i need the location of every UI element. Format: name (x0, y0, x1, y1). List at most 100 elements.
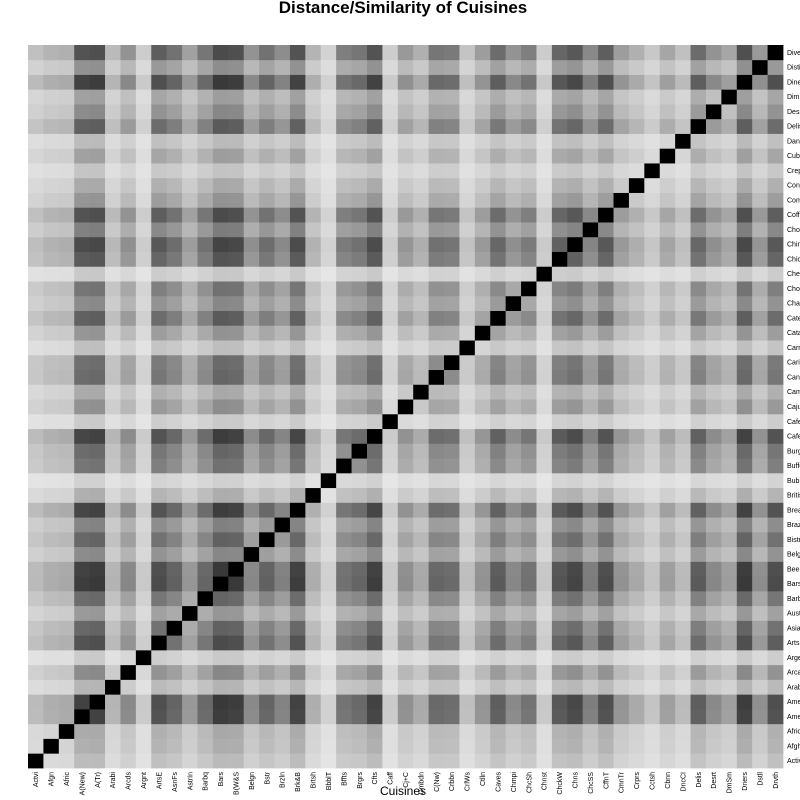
heatmap-cell (413, 723, 430, 739)
heatmap-cell (243, 517, 260, 533)
heatmap-cell (351, 694, 368, 710)
heatmap-cell (243, 222, 260, 238)
heatmap-cell (336, 561, 352, 577)
y-tick-label: Buffets (787, 463, 800, 470)
heatmap-cell (58, 605, 75, 621)
heatmap-cell (690, 517, 707, 533)
heatmap-cell (320, 723, 337, 739)
heatmap-cell (166, 177, 183, 193)
heatmap-cell (166, 325, 183, 341)
x-tick-label: Cj+C (403, 772, 410, 788)
heatmap-cell (89, 236, 106, 252)
heatmap-cell (382, 502, 399, 518)
heatmap-cell (505, 295, 522, 311)
heatmap-cell (752, 531, 768, 548)
heatmap-cell (120, 517, 137, 533)
heatmap-cell (212, 679, 229, 695)
heatmap-cell (444, 89, 460, 105)
heatmap-cell (474, 546, 491, 562)
heatmap-cell (397, 458, 414, 474)
x-tick-label: Desrt (711, 772, 718, 789)
heatmap-cell (228, 546, 245, 562)
y-tick-label: Chocolatiers & Shops (787, 286, 800, 293)
heatmap-cell (444, 517, 460, 533)
y-tick-label: Delis (787, 124, 800, 131)
heatmap-cell (536, 354, 553, 371)
heatmap-cell (428, 207, 445, 223)
heatmap-cell (243, 413, 260, 430)
heatmap-cell (459, 458, 476, 474)
heatmap-cell (166, 163, 183, 179)
heatmap-cell (197, 576, 214, 592)
heatmap-cell (135, 576, 152, 592)
heatmap-cell (212, 340, 229, 356)
heatmap-cell (413, 325, 430, 341)
heatmap-cell (28, 531, 44, 548)
heatmap-cell (89, 163, 106, 179)
heatmap-cell (151, 354, 168, 371)
heatmap-cell (228, 310, 245, 326)
heatmap-cell (567, 428, 584, 444)
heatmap-cell (721, 295, 738, 311)
heatmap-cell (521, 590, 537, 607)
heatmap-cell (644, 605, 661, 621)
heatmap-cell (382, 207, 399, 223)
heatmap-cell (320, 192, 337, 208)
x-tick-label: Bstr (264, 771, 271, 784)
heatmap-cell (582, 620, 599, 636)
heatmap-cell (521, 148, 537, 164)
heatmap-cell (413, 222, 430, 238)
heatmap-cell (259, 104, 275, 120)
heatmap-cell (675, 635, 691, 651)
heatmap-cell (397, 531, 414, 548)
heatmap-cell (351, 222, 368, 238)
heatmap-cell (413, 163, 430, 179)
heatmap-cell (613, 738, 630, 754)
heatmap-cell (397, 546, 414, 562)
heatmap-cell (382, 236, 399, 252)
heatmap-cell (120, 74, 137, 90)
heatmap-cell (151, 207, 168, 223)
heatmap-cell (351, 531, 368, 548)
heatmap-cell (413, 45, 430, 61)
heatmap-cell (336, 59, 352, 75)
heatmap-cell (151, 295, 168, 311)
heatmap-cell (89, 708, 106, 725)
heatmap-cell (351, 340, 368, 356)
heatmap-cell (490, 738, 507, 754)
heatmap-cell (428, 738, 445, 754)
heatmap-cell (197, 753, 214, 769)
heatmap-cell (474, 649, 491, 666)
heatmap-cell (58, 104, 75, 120)
heatmap-cell (659, 104, 676, 120)
heatmap-cell (490, 236, 507, 252)
heatmap-cell (305, 369, 322, 385)
heatmap-cell (74, 649, 91, 666)
heatmap-cell (521, 517, 537, 533)
heatmap-cell (105, 384, 121, 400)
heatmap-cell (182, 369, 198, 385)
heatmap-cell (521, 413, 537, 430)
heatmap-cell (228, 74, 245, 90)
heatmap-cell (336, 118, 352, 134)
heatmap-cell (74, 295, 91, 311)
heatmap-cell (336, 723, 352, 739)
heatmap-cell (58, 399, 75, 415)
heatmap-cell (105, 177, 121, 193)
heatmap-cell (166, 133, 183, 149)
heatmap-cell (366, 354, 383, 371)
heatmap-cell (289, 561, 306, 577)
heatmap-cell (505, 517, 522, 533)
heatmap-cell (274, 708, 291, 725)
heatmap-cell (89, 620, 106, 636)
heatmap-cell (259, 340, 275, 356)
heatmap-cell (366, 546, 383, 562)
heatmap-cell (444, 118, 460, 134)
heatmap-cell (259, 590, 275, 607)
heatmap-cell (58, 281, 75, 297)
heatmap-cell (659, 192, 676, 208)
heatmap-cell (351, 561, 368, 577)
heatmap-cell (628, 384, 645, 400)
heatmap-cell (675, 59, 691, 75)
heatmap-cell (182, 635, 198, 651)
